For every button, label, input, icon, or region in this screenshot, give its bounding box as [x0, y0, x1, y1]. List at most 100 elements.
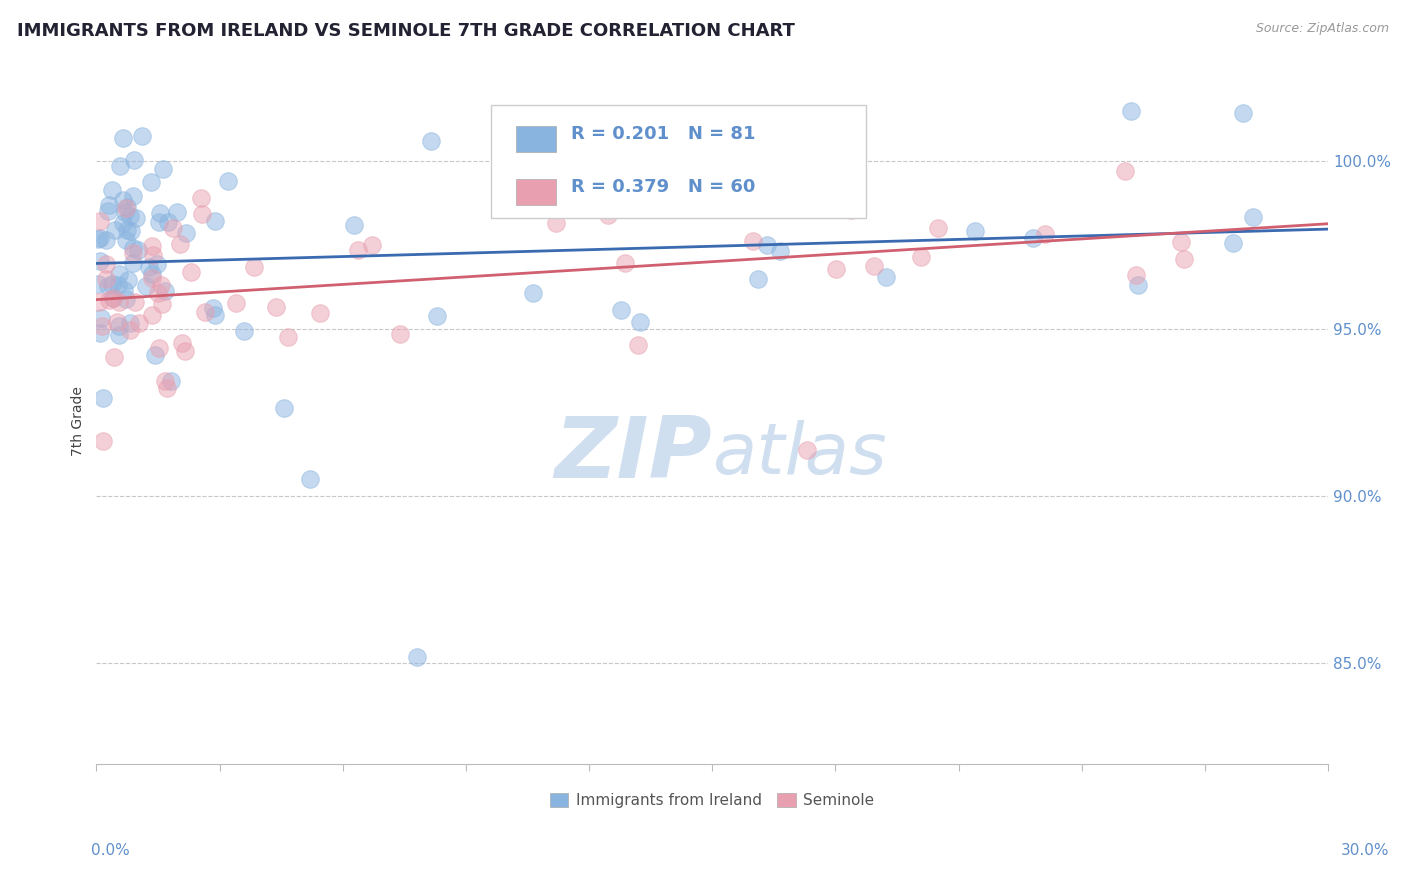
Point — [117, 222, 139, 236]
Point — [150, 296, 173, 310]
Point — [595, 157, 617, 171]
Point — [298, 472, 321, 486]
Point — [796, 442, 818, 457]
Point — [204, 309, 226, 323]
Point — [90, 310, 112, 325]
Point — [825, 261, 848, 276]
Point — [160, 374, 183, 388]
Point — [233, 324, 256, 338]
Point — [115, 201, 138, 215]
Point — [1173, 252, 1195, 266]
Point — [347, 244, 370, 258]
Point — [180, 265, 202, 279]
Point — [343, 218, 366, 232]
Point — [172, 336, 194, 351]
Point — [741, 234, 763, 248]
Point — [146, 286, 169, 301]
Point — [706, 149, 728, 163]
Point — [522, 286, 544, 301]
Point — [89, 213, 111, 227]
Point — [124, 294, 146, 309]
Point — [94, 257, 117, 271]
Point — [162, 220, 184, 235]
Point — [121, 242, 143, 256]
Point — [135, 278, 157, 293]
Point — [769, 244, 792, 259]
Point — [111, 216, 134, 230]
Point — [120, 224, 142, 238]
Point — [103, 291, 125, 305]
Point — [89, 231, 111, 245]
Point — [910, 250, 932, 264]
Point — [610, 302, 633, 317]
Point — [190, 207, 212, 221]
Point — [91, 434, 114, 448]
Point — [141, 309, 163, 323]
Point — [595, 165, 617, 179]
Point — [425, 309, 447, 323]
Point — [875, 269, 897, 284]
Point — [153, 374, 176, 388]
Point — [105, 315, 128, 329]
Point — [277, 330, 299, 344]
Point — [100, 183, 122, 197]
Point — [190, 191, 212, 205]
Point — [141, 267, 163, 281]
Point — [131, 129, 153, 144]
Point — [174, 227, 197, 241]
Text: R = 0.379   N = 60: R = 0.379 N = 60 — [571, 178, 755, 196]
Point — [107, 319, 129, 334]
Bar — [516, 179, 555, 205]
Point — [156, 381, 179, 395]
Point — [120, 323, 142, 337]
Point — [839, 202, 862, 217]
Point — [115, 233, 138, 247]
Point — [153, 285, 176, 299]
Point — [927, 221, 949, 235]
Point — [103, 350, 125, 364]
Point — [204, 214, 226, 228]
Point — [143, 348, 166, 362]
Point — [243, 260, 266, 274]
Point — [756, 238, 779, 252]
Point — [118, 317, 141, 331]
Point — [1021, 231, 1043, 245]
Point — [107, 277, 129, 292]
Point — [225, 296, 247, 310]
Point — [309, 306, 332, 320]
Point — [273, 401, 295, 416]
Point — [127, 243, 149, 257]
Point — [122, 189, 145, 203]
Bar — [516, 126, 555, 153]
Point — [193, 305, 215, 319]
Point — [596, 208, 619, 222]
Point — [148, 341, 170, 355]
Point — [97, 204, 120, 219]
Point — [146, 257, 169, 271]
Point — [89, 253, 111, 268]
Point — [1170, 235, 1192, 249]
Point — [124, 211, 146, 225]
Point — [112, 283, 135, 297]
Point — [202, 301, 225, 315]
Point — [863, 259, 886, 273]
Point — [613, 256, 636, 270]
Point — [104, 223, 127, 237]
Point — [121, 256, 143, 270]
Point — [1114, 164, 1136, 178]
Point — [963, 224, 986, 238]
Point — [128, 317, 150, 331]
Point — [419, 135, 441, 149]
Point — [1119, 103, 1142, 118]
Point — [1222, 235, 1244, 250]
Point — [575, 175, 598, 189]
Point — [112, 194, 135, 208]
Point — [1126, 278, 1149, 293]
Point — [141, 239, 163, 253]
Point — [152, 162, 174, 177]
Point — [217, 174, 239, 188]
Point — [1125, 268, 1147, 282]
Point — [148, 215, 170, 229]
Point — [101, 291, 124, 305]
Point — [101, 277, 124, 292]
